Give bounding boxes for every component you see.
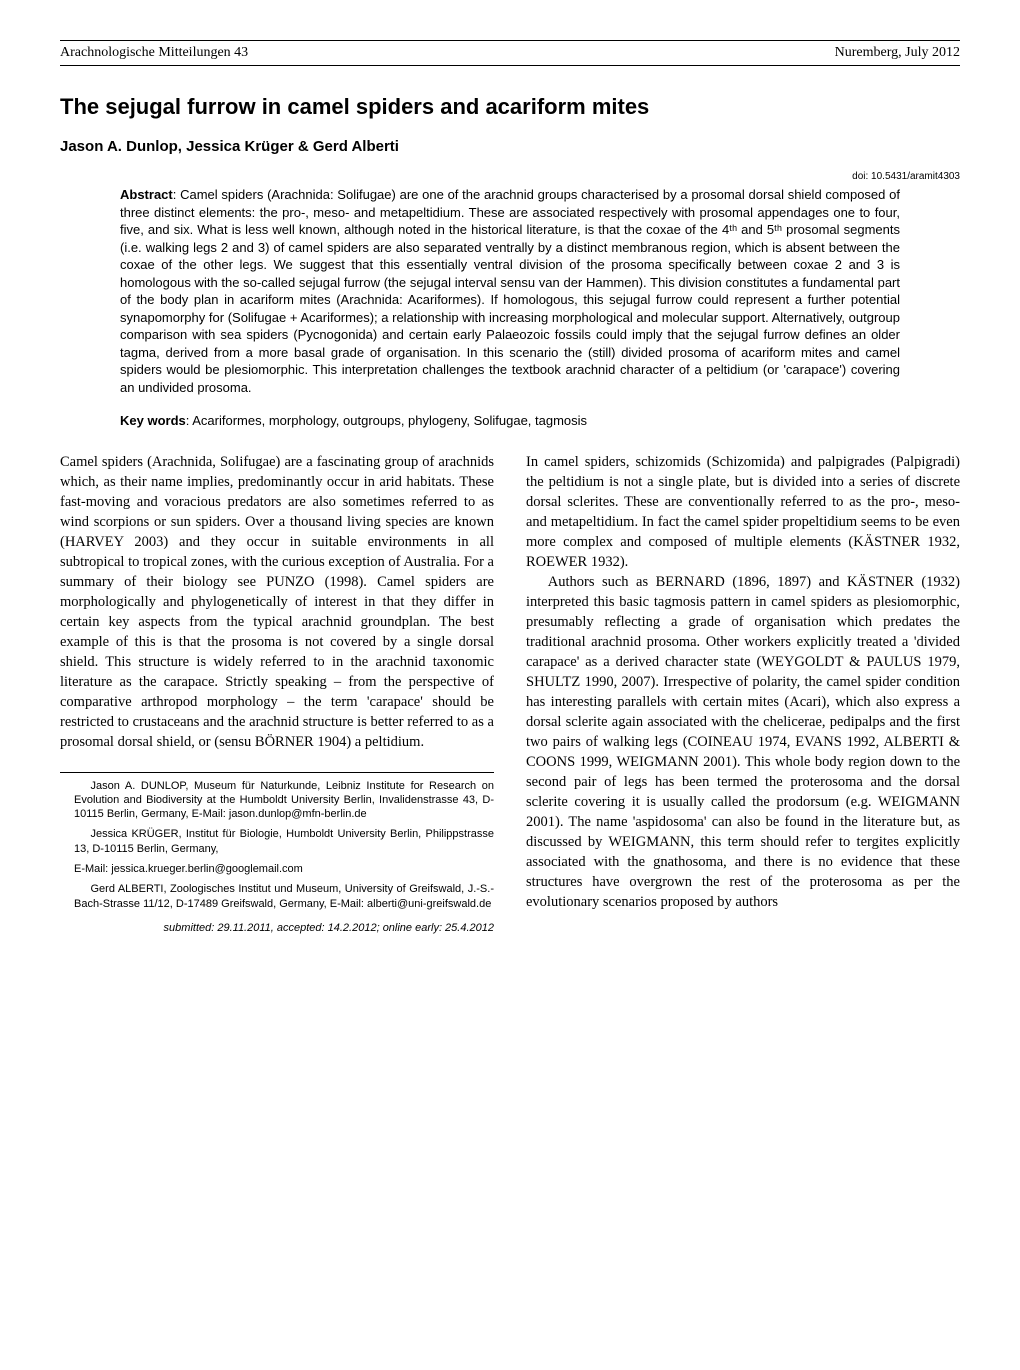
author-affiliations: Jason A. DUNLOP, Museum für Naturkunde, … bbox=[60, 772, 494, 936]
affiliation-email: E-Mail: jessica.krueger.berlin@googlemai… bbox=[60, 862, 494, 876]
right-column: In camel spiders, schizomids (Schizomida… bbox=[526, 452, 960, 936]
running-header: Arachnologische Mitteilungen 43 Nurember… bbox=[60, 40, 960, 66]
left-column: Camel spiders (Arachnida, Solifugae) are… bbox=[60, 452, 494, 936]
submission-dates: submitted: 29.11.2011, accepted: 14.2.20… bbox=[60, 921, 494, 935]
body-columns: Camel spiders (Arachnida, Solifugae) are… bbox=[60, 452, 960, 936]
affiliation: Gerd ALBERTI, Zoologisches Institut und … bbox=[60, 882, 494, 911]
abstract-text: : Camel spiders (Arachnida: Solifugae) a… bbox=[120, 187, 900, 395]
issue-info: Nuremberg, July 2012 bbox=[835, 45, 960, 61]
affiliation: Jason A. DUNLOP, Museum für Naturkunde, … bbox=[60, 779, 494, 822]
body-paragraph: Authors such as BERNARD (1896, 1897) and… bbox=[526, 572, 960, 912]
abstract-label: Abstract bbox=[120, 187, 173, 202]
author-list: Jason A. Dunlop, Jessica Krüger & Gerd A… bbox=[60, 138, 960, 155]
abstract: Abstract: Camel spiders (Arachnida: Soli… bbox=[120, 186, 900, 397]
body-paragraph: Camel spiders (Arachnida, Solifugae) are… bbox=[60, 452, 494, 752]
keywords-label: Key words bbox=[120, 413, 186, 428]
keywords-text: : Acariformes, morphology, outgroups, ph… bbox=[186, 413, 587, 428]
affiliation: Jessica KRÜGER, Institut für Biologie, H… bbox=[60, 827, 494, 856]
keywords: Key words: Acariformes, morphology, outg… bbox=[120, 413, 900, 428]
doi: doi: 10.5431/aramit4303 bbox=[60, 171, 960, 182]
article-title: The sejugal furrow in camel spiders and … bbox=[60, 94, 960, 120]
journal-name: Arachnologische Mitteilungen 43 bbox=[60, 45, 248, 61]
body-paragraph: In camel spiders, schizomids (Schizomida… bbox=[526, 452, 960, 572]
